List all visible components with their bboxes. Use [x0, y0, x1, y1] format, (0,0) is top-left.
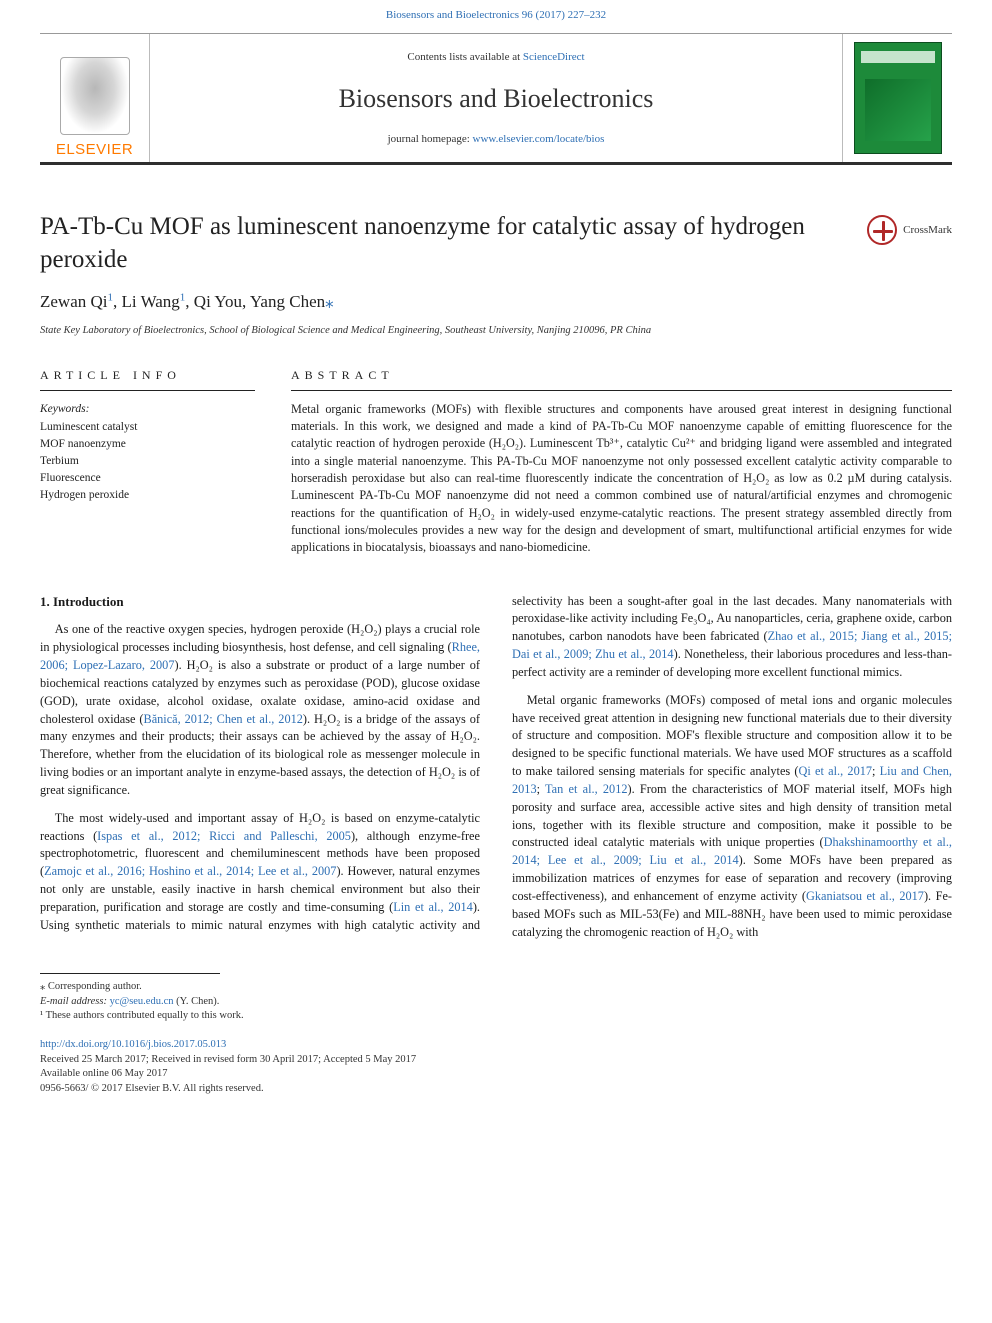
publisher-logo-box: ELSEVIER [40, 34, 150, 162]
email-note: E-mail address: yc@seu.edu.cn (Y. Chen). [40, 995, 952, 1010]
footnote-rule [40, 973, 220, 974]
ref-link[interactable]: Bănică, 2012; Chen et al., 2012 [144, 712, 303, 726]
copyright-line: 0956-5663/ © 2017 Elsevier B.V. All righ… [40, 1082, 952, 1097]
elsevier-tree-icon [60, 57, 130, 135]
journal-homepage: journal homepage: www.elsevier.com/locat… [388, 132, 605, 147]
journal-title: Biosensors and Bioelectronics [339, 81, 654, 117]
publisher-wordmark: ELSEVIER [56, 139, 133, 160]
keyword-item: MOF nanoenzyme [40, 436, 255, 452]
sciencedirect-link[interactable]: ScienceDirect [523, 51, 585, 63]
article-info-heading: ARTICLE INFO [40, 367, 255, 391]
affiliation: State Key Laboratory of Bioelectronics, … [40, 324, 952, 339]
top-citation-link[interactable]: Biosensors and Bioelectronics 96 (2017) … [386, 9, 606, 21]
abstract-column: ABSTRACT Metal organic frameworks (MOFs)… [291, 367, 952, 557]
intro-para-1: As one of the reactive oxygen species, h… [40, 621, 480, 799]
publication-block: http://dx.doi.org/10.1016/j.bios.2017.05… [40, 1038, 952, 1097]
cover-box [842, 34, 952, 162]
crossmark-label: CrossMark [903, 223, 952, 238]
article-info-column: ARTICLE INFO Keywords: Luminescent catal… [40, 367, 255, 557]
equal-contrib-note: ¹ These authors contributed equally to t… [40, 1009, 952, 1024]
crossmark-icon [867, 215, 897, 245]
author-list: Zewan Qi1, Li Wang1, Qi You, Yang Chen⁎ [40, 290, 952, 314]
corresponding-note: ⁎ Corresponding author. [40, 980, 952, 995]
history-line: Received 25 March 2017; Received in revi… [40, 1053, 952, 1068]
journal-header: ELSEVIER Contents lists available at Sci… [40, 33, 952, 165]
footnotes: ⁎ Corresponding author. E-mail address: … [40, 980, 952, 1024]
abstract-text: Metal organic frameworks (MOFs) with fle… [291, 401, 952, 557]
header-middle: Contents lists available at ScienceDirec… [150, 34, 842, 162]
ref-link[interactable]: Zamojc et al., 2016; Hoshino et al., 201… [44, 864, 336, 878]
email-link[interactable]: yc@seu.edu.cn [110, 996, 174, 1007]
intro-para-3: Metal organic frameworks (MOFs) composed… [512, 692, 952, 942]
ref-link[interactable]: Qi et al., 2017 [799, 764, 872, 778]
contents-prefix: Contents lists available at [407, 51, 522, 63]
ref-link[interactable]: Gkaniatsou et al., 2017 [806, 889, 924, 903]
crossmark-badge[interactable]: CrossMark [867, 215, 952, 245]
ref-link[interactable]: Ispas et al., 2012; Ricci and Palleschi,… [97, 829, 351, 843]
homepage-label: journal homepage: [388, 133, 473, 145]
keyword-item: Fluorescence [40, 470, 255, 486]
top-citation: Biosensors and Bioelectronics 96 (2017) … [0, 0, 992, 27]
section-heading-intro: 1. Introduction [40, 593, 480, 612]
keywords-label: Keywords: [40, 401, 255, 417]
keyword-item: Terbium [40, 453, 255, 469]
homepage-link[interactable]: www.elsevier.com/locate/bios [473, 133, 605, 145]
abstract-heading: ABSTRACT [291, 367, 952, 391]
keywords-list: Luminescent catalystMOF nanoenzymeTerbiu… [40, 419, 255, 503]
online-line: Available online 06 May 2017 [40, 1067, 952, 1082]
journal-cover-thumb [854, 42, 942, 154]
keyword-item: Hydrogen peroxide [40, 487, 255, 503]
contents-line: Contents lists available at ScienceDirec… [407, 50, 584, 65]
ref-link[interactable]: Tan et al., 2012 [545, 782, 627, 796]
keyword-item: Luminescent catalyst [40, 419, 255, 435]
body-text: 1. Introduction As one of the reactive o… [40, 593, 952, 943]
doi-link[interactable]: http://dx.doi.org/10.1016/j.bios.2017.05… [40, 1039, 226, 1050]
article-title: PA-Tb-Cu MOF as luminescent nanoenzyme f… [40, 211, 851, 276]
ref-link[interactable]: Lin et al., 2014 [393, 900, 473, 914]
